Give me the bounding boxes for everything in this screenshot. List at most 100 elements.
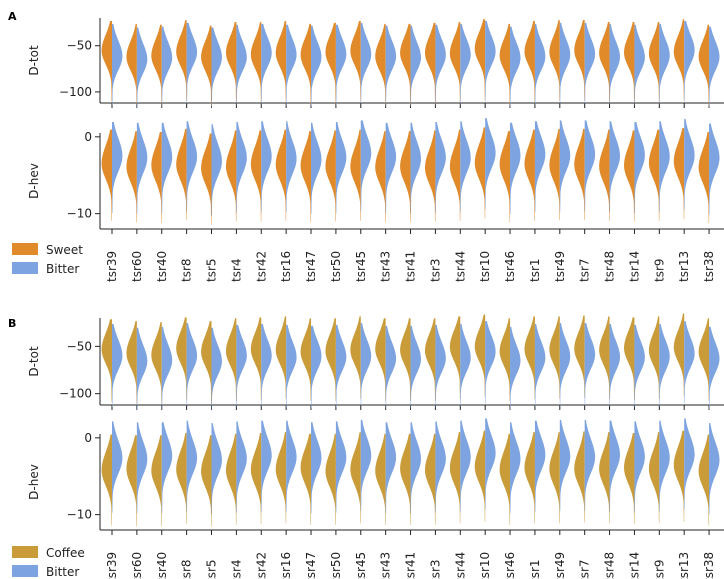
subplot-dhev: 0 −10 D-hev (27, 418, 724, 535)
legend-swatch (12, 546, 38, 558)
violin-bitter-tsr50 (335, 324, 347, 408)
violin-bitter-tsr44 (460, 420, 471, 512)
violin-bitter-tsr46 (510, 122, 521, 214)
category-label: tsr9 (652, 559, 666, 579)
category-label: tsr39 (105, 251, 119, 282)
violin-bitter-tsr38 (709, 326, 720, 410)
violin-coffee-tsr60 (126, 435, 137, 527)
violin-bitter-tsr40 (161, 122, 173, 214)
violin-sweet-tsr14 (624, 21, 635, 103)
violin-coffee-tsr38 (698, 318, 710, 401)
violin-bitter-tsr43 (385, 325, 397, 409)
violin-bitter-tsr7 (584, 22, 596, 104)
violin-coffee-tsr47 (300, 433, 312, 525)
violin-bitter-tsr42 (261, 121, 272, 213)
violin-coffee-tsr47 (300, 318, 312, 401)
violin-coffee-tsr10 (474, 314, 486, 398)
violin-sweet-tsr44 (449, 21, 461, 103)
y-tick-label: −10 (67, 508, 92, 522)
y-axis-label: D-tot (27, 346, 41, 377)
violin-coffee-tsr14 (624, 432, 635, 525)
violin-sweet-tsr8 (176, 128, 187, 221)
violin-coffee-tsr40 (151, 435, 162, 527)
violin-coffee-tsr50 (325, 433, 336, 525)
category-label: tsr41 (404, 552, 418, 579)
violin-bitter-tsr8 (186, 121, 198, 213)
violin-sweet-tsr38 (698, 131, 710, 224)
violin-coffee-tsr8 (176, 317, 187, 400)
violin-bitter-tsr48 (609, 23, 620, 105)
violin-bitter-tsr3 (435, 121, 446, 214)
violin-sweet-tsr3 (424, 22, 436, 104)
violin-sweet-tsr8 (176, 20, 187, 101)
category-label: tsr46 (503, 552, 517, 579)
panel-letter: B (8, 317, 16, 330)
violin-coffee-tsr9 (648, 316, 660, 400)
violin-bitter-tsr49 (559, 419, 571, 512)
violin-bitter-tsr44 (460, 323, 471, 407)
violin-bitter-tsr49 (559, 22, 571, 104)
violin-bitter-tsr1 (534, 420, 546, 512)
violin-coffee-tsr5 (201, 321, 212, 404)
violin-sweet-tsr60 (126, 131, 137, 223)
violin-bitter-tsr45 (360, 120, 372, 212)
category-label: tsr8 (180, 559, 194, 579)
violin-bitter-tsr3 (435, 324, 446, 408)
violin-bitter-tsr39 (112, 121, 123, 214)
violin-bitter-tsr46 (510, 326, 521, 410)
category-label: tsr46 (503, 251, 517, 282)
violin-bitter-tsr47 (311, 325, 322, 409)
violin-coffee-tsr41 (400, 318, 411, 401)
violin-sweet-tsr41 (400, 23, 411, 105)
violin-sweet-tsr43 (375, 23, 386, 105)
violin-bitter-tsr14 (634, 121, 645, 214)
violin-sweet-tsr48 (599, 21, 610, 103)
violin-sweet-tsr42 (250, 130, 262, 222)
violin-sweet-tsr7 (574, 128, 585, 221)
violin-sweet-tsr47 (300, 131, 312, 223)
violin-coffee-tsr39 (101, 319, 112, 402)
violin-bitter-tsr13 (684, 418, 695, 510)
violin-sweet-tsr5 (201, 133, 212, 225)
violin-bitter-tsr47 (311, 25, 322, 107)
violin-bitter-tsr8 (186, 420, 198, 512)
violin-sweet-tsr49 (549, 128, 560, 221)
category-label: tsr50 (329, 251, 343, 282)
violin-bitter-tsr43 (385, 122, 397, 214)
category-label: tsr3 (428, 559, 442, 579)
category-label: tsr9 (652, 258, 666, 282)
violin-coffee-tsr9 (648, 432, 660, 524)
violin-bitter-tsr16 (286, 324, 297, 408)
violin-bitter-tsr43 (385, 422, 397, 514)
violin-sweet-tsr48 (599, 129, 610, 221)
category-label: tsr5 (205, 258, 219, 282)
violin-bitter-tsr47 (311, 422, 322, 514)
category-label: tsr47 (304, 552, 318, 579)
violin-bitter-tsr39 (112, 421, 123, 513)
violin-coffee-tsr39 (101, 434, 112, 526)
violin-bitter-tsr3 (435, 24, 446, 106)
y-tick-label: −100 (59, 85, 92, 99)
violin-coffee-tsr10 (474, 430, 486, 522)
violin-bitter-tsr46 (510, 422, 521, 514)
violin-bitter-tsr49 (559, 120, 571, 212)
category-label: tsr14 (627, 552, 641, 579)
violin-coffee-tsr4 (225, 433, 237, 525)
violin-bitter-tsr43 (385, 25, 397, 107)
violin-bitter-tsr60 (136, 122, 148, 214)
violin-bitter-tsr60 (136, 327, 148, 411)
violin-bitter-tsr13 (684, 118, 695, 211)
violin-sweet-tsr42 (250, 21, 262, 103)
category-label: tsr47 (304, 251, 318, 282)
violin-coffee-tsr7 (574, 315, 585, 399)
violin-bitter-tsr7 (584, 419, 596, 512)
violin-bitter-tsr10 (485, 321, 496, 404)
category-label: tsr45 (354, 251, 368, 282)
violin-bitter-tsr4 (236, 121, 247, 214)
violin-sweet-tsr13 (673, 19, 685, 100)
violin-bitter-tsr14 (634, 24, 645, 106)
violin-sweet-tsr45 (350, 21, 361, 102)
violin-sweet-tsr10 (474, 127, 486, 219)
category-label: tsr49 (553, 552, 567, 579)
